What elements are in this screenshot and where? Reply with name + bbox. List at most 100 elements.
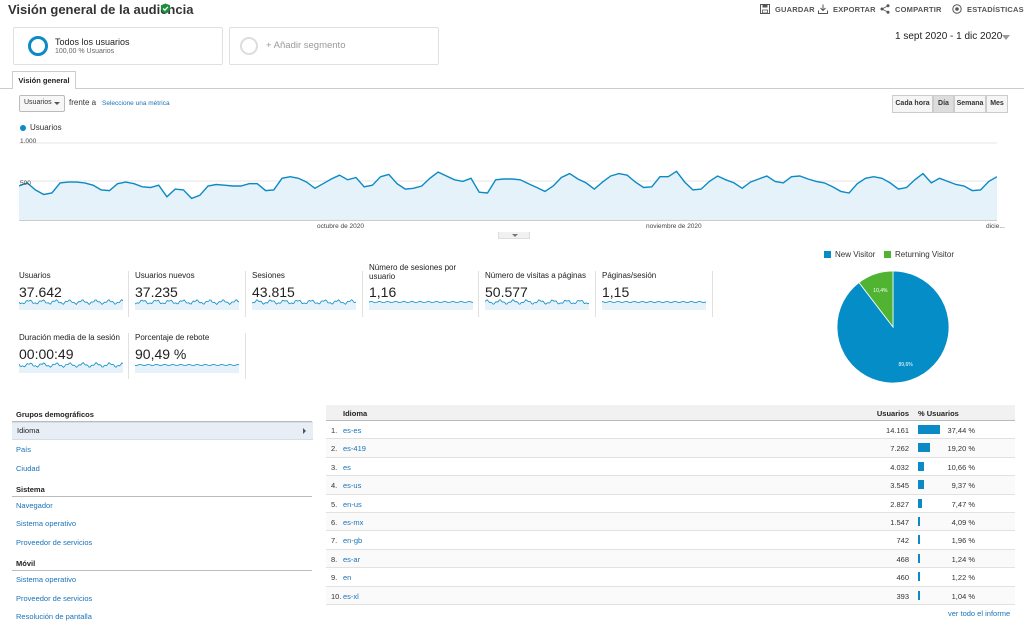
metric-sparkline xyxy=(485,299,589,310)
row-language-link[interactable]: es xyxy=(343,462,351,472)
table-row[interactable]: 10. es-xl 393 1,04 % xyxy=(326,586,1015,605)
nav-item-browser[interactable]: Navegador xyxy=(16,501,53,510)
nav-item-service-provider[interactable]: Proveedor de servicios xyxy=(16,538,93,547)
metric-tile-pages-per-session[interactable]: Páginas/sesión 1,15 xyxy=(602,269,709,317)
metric-label: Sesiones xyxy=(252,271,285,280)
metric-sparkline xyxy=(19,299,123,310)
nav-item-city[interactable]: Ciudad xyxy=(16,464,40,473)
nav-item-language[interactable] xyxy=(12,422,313,440)
metric-tile-sessions-per-user[interactable]: Número de sesiones por usuario 1,16 xyxy=(369,262,476,318)
section-mobile: Móvil xyxy=(16,559,36,568)
row-share-bar xyxy=(918,425,941,434)
tab-overview[interactable]: Visión general xyxy=(12,71,76,89)
table-header: Idioma Usuarios % Usuarios xyxy=(326,405,1015,421)
row-users: 742 xyxy=(896,536,909,546)
metric-tile-pageviews[interactable]: Número de visitas a páginas 50.577 xyxy=(485,269,592,317)
granularity-month-button[interactable]: Mes xyxy=(986,95,1008,113)
users-area xyxy=(19,171,997,220)
metric-label: Páginas/sesión xyxy=(602,271,657,280)
row-language-link[interactable]: en-us xyxy=(343,499,362,509)
view-full-report-link[interactable]: ver todo el informe xyxy=(948,609,1011,618)
legend-swatch xyxy=(884,251,891,258)
section-divider xyxy=(12,570,312,571)
column-header-users-pct[interactable]: % Usuarios xyxy=(918,409,959,418)
metric-tile-new-users[interactable]: Usuarios nuevos 37.235 xyxy=(135,269,242,317)
metric-sparkline xyxy=(135,364,239,373)
users-line-chart xyxy=(19,142,997,220)
table-row[interactable]: 5. en-us 2.827 7,47 % xyxy=(326,495,1015,513)
row-language-link[interactable]: es-es xyxy=(343,426,362,435)
legend-label: Returning Visitor xyxy=(895,250,954,259)
insights-button[interactable]: ESTADÍSTICAS xyxy=(952,4,1024,14)
granularity-hourly-button[interactable]: Cada hora xyxy=(892,95,933,113)
row-users: 7.262 xyxy=(890,444,909,454)
page-title: Visión general de la audiencia xyxy=(8,2,194,17)
share-button[interactable]: COMPARTIR xyxy=(880,4,942,14)
table-row[interactable]: 4. es-us 3.545 9,37 % xyxy=(326,476,1015,495)
metric-tile-sessions[interactable]: Sesiones 43.815 xyxy=(252,269,359,317)
row-language-link[interactable]: es-xl xyxy=(343,591,359,601)
metric-sparkline xyxy=(135,299,239,310)
row-language-link[interactable]: es-ar xyxy=(343,554,361,564)
row-share-pct: 1,04 % xyxy=(951,591,975,601)
tile-divider xyxy=(595,271,596,317)
metric-tile-avg-session-duration[interactable]: Duración media de la sesión 00:00:49 xyxy=(19,331,126,379)
add-segment-button[interactable]: + Añadir segmento xyxy=(229,27,439,65)
metric-tile-bounce-rate[interactable]: Porcentaje de rebote 90,49 % xyxy=(135,331,242,379)
pie-slice-label: 10,4% xyxy=(873,288,888,294)
sparkline-area xyxy=(19,362,123,373)
row-language-link[interactable]: es-mx xyxy=(343,517,364,527)
x-tick-label: octubre de 2020 xyxy=(317,223,364,230)
chevron-right-icon xyxy=(303,428,306,434)
metric-sparkline xyxy=(602,301,706,310)
nav-item-operating-system[interactable]: Sistema operativo xyxy=(16,519,77,528)
y-tick-label: 500 xyxy=(20,180,31,187)
export-button[interactable]: EXPORTAR xyxy=(818,4,876,14)
metric-sparkline xyxy=(19,362,123,373)
export-icon xyxy=(818,4,828,14)
row-language-link[interactable]: en-gb xyxy=(343,536,363,546)
chart-collapse-handle[interactable] xyxy=(498,232,530,239)
table-row[interactable]: 9. en 460 1,22 % xyxy=(326,568,1015,587)
segment-all-users[interactable]: Todos los usuarios 100,00 % Usuarios xyxy=(13,27,223,65)
chevron-down-icon[interactable] xyxy=(1002,35,1010,40)
granularity-day-button[interactable]: Día xyxy=(933,95,954,113)
table-row[interactable]: 3. es 4.032 10,66 % xyxy=(326,458,1015,477)
nav-item-mobile-operating-system[interactable]: Sistema operativo xyxy=(16,575,77,584)
row-share-bar xyxy=(918,516,921,526)
table-row[interactable]: 2. es-419 7.262 19,20 % xyxy=(326,439,1015,458)
table-row[interactable]: 1. es-es 14.161 37,44 % xyxy=(326,421,1015,440)
row-rank: 3. xyxy=(331,462,338,472)
legend-label: Usuarios xyxy=(30,123,62,132)
nav-item-mobile-service-provider[interactable]: Proveedor de servicios xyxy=(16,594,93,603)
row-share-bar xyxy=(918,590,920,600)
date-range-picker[interactable]: 1 sept 2020 - 1 dic 2020 xyxy=(895,31,1003,42)
tile-divider xyxy=(128,333,129,379)
tab-divider xyxy=(0,88,1024,89)
language-table: Idioma Usuarios % Usuarios 1. es-es 14.161… xyxy=(326,405,1015,605)
row-share-pct: 1,96 % xyxy=(951,536,975,546)
sparkline-line xyxy=(485,299,589,305)
legend-swatch xyxy=(824,251,831,258)
row-share-pct: 1,24 % xyxy=(951,554,975,564)
row-language-link[interactable]: en xyxy=(343,573,352,583)
pie-slice-returning-visitor xyxy=(858,270,894,329)
pie-legend-new-visitor[interactable]: New Visitor xyxy=(824,250,875,259)
metric-label: Usuarios nuevos xyxy=(135,271,195,280)
nav-item-label: Idioma xyxy=(17,426,40,435)
select-metric-link[interactable]: Seleccione una métrica xyxy=(102,100,170,107)
row-language-link[interactable]: es-419 xyxy=(343,444,366,454)
metric-dropdown[interactable]: Usuarios xyxy=(19,95,65,112)
column-header-users[interactable]: Usuarios xyxy=(876,409,909,418)
row-language-link[interactable]: es-us xyxy=(343,481,362,491)
table-row[interactable]: 6. es-mx 1.547 4,09 % xyxy=(326,512,1015,532)
table-row[interactable]: 7. en-gb 742 1,96 % xyxy=(326,531,1015,550)
nav-item-screen-resolution[interactable]: Resolución de pantalla xyxy=(16,612,92,621)
table-row[interactable]: 8. es-ar 468 1,24 % xyxy=(326,549,1015,569)
row-users: 393 xyxy=(896,591,909,601)
granularity-week-button[interactable]: Semana xyxy=(954,95,986,113)
save-button[interactable]: GUARDAR xyxy=(760,4,815,14)
nav-item-country[interactable]: País xyxy=(16,445,32,454)
metric-tile-users[interactable]: Usuarios 37.642 xyxy=(19,269,126,317)
pie-legend-returning-visitor[interactable]: Returning Visitor xyxy=(884,250,954,259)
